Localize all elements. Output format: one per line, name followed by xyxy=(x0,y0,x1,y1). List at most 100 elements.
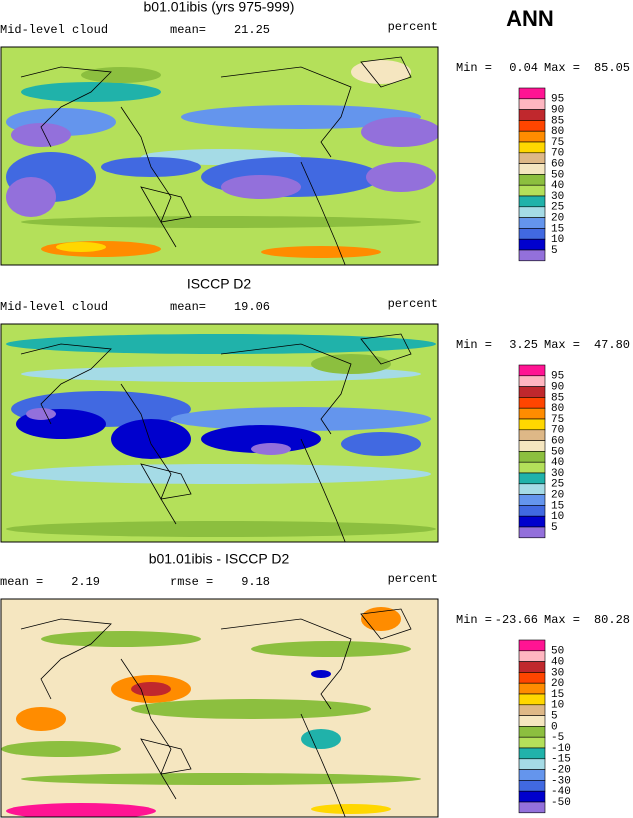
coastline xyxy=(360,56,412,88)
contour-region xyxy=(11,464,431,484)
colorbar-label: 50 xyxy=(551,169,564,181)
contour-region xyxy=(56,242,106,252)
contour-region xyxy=(311,804,391,814)
units-label: percent xyxy=(388,297,438,311)
min-value: 0.04 xyxy=(509,61,538,75)
colorbar-box xyxy=(518,472,546,485)
max-label: Max = xyxy=(544,61,580,75)
contour-region xyxy=(351,60,411,84)
coastline xyxy=(120,658,177,800)
coastline xyxy=(140,738,192,775)
colorbar-box xyxy=(518,418,546,431)
colorbar-box xyxy=(518,483,546,495)
colorbar-box xyxy=(518,494,546,506)
colorbar-label: 85 xyxy=(551,392,564,404)
colorbar-box xyxy=(518,397,546,409)
colorbar-label: 80 xyxy=(551,403,564,415)
coastline xyxy=(140,186,192,223)
coastline xyxy=(120,106,177,248)
colorbar-label: 10 xyxy=(551,700,564,712)
field-label: Mid-level cloud xyxy=(0,300,108,314)
colorbar-box xyxy=(518,163,546,175)
contour-region xyxy=(26,408,56,420)
coastline xyxy=(140,463,192,500)
coastline xyxy=(360,333,412,365)
colorbar-label: 70 xyxy=(551,148,564,160)
coastline xyxy=(220,343,352,435)
coastline xyxy=(120,383,177,525)
colorbar-label: 80 xyxy=(551,126,564,138)
colorbar-box xyxy=(518,375,546,387)
colorbar-box xyxy=(518,130,546,143)
colorbar-box xyxy=(518,228,546,240)
colorbar-box xyxy=(518,736,546,749)
colorbar-label: 15 xyxy=(551,689,564,701)
colorbar-box xyxy=(518,769,546,781)
colorbar-box xyxy=(518,109,546,121)
max-label: Max = xyxy=(544,338,580,352)
colorbar-box xyxy=(518,429,546,441)
colorbar-box xyxy=(518,195,546,208)
colorbar-label: 20 xyxy=(551,490,564,502)
colorbar-box xyxy=(518,801,546,814)
map-field xyxy=(1,324,438,542)
colorbar-label: 30 xyxy=(551,667,564,679)
contour-region xyxy=(1,741,121,757)
contour-region xyxy=(21,773,421,785)
colorbar-box xyxy=(518,87,546,100)
colorbar-label: 60 xyxy=(551,436,564,448)
colorbar-box xyxy=(518,98,546,110)
max-value: 80.28 xyxy=(594,613,630,627)
colorbar-label: 95 xyxy=(551,94,564,106)
contour-region xyxy=(251,443,291,455)
field-label: Mid-level cloud xyxy=(0,23,108,37)
colorbar-box xyxy=(518,650,546,662)
colorbar-box xyxy=(518,451,546,463)
colorbar-box xyxy=(518,515,546,528)
colorbar-label: 90 xyxy=(551,105,564,117)
colorbar-box xyxy=(518,505,546,517)
max-value: 85.05 xyxy=(594,61,630,75)
colorbar-box xyxy=(518,141,546,154)
contour-region xyxy=(21,216,421,228)
colorbar-box xyxy=(518,526,546,539)
contour-region xyxy=(41,631,201,647)
colorbar-box xyxy=(518,152,546,164)
min-value: -23.66 xyxy=(495,613,538,627)
stat-value: 21.25 xyxy=(234,23,270,37)
colorbar-box xyxy=(518,780,546,792)
colorbar-box xyxy=(518,407,546,420)
stat-label: rmse = xyxy=(170,575,213,589)
coastline xyxy=(360,608,412,640)
contour-region xyxy=(131,699,371,719)
colorbar-box xyxy=(518,184,546,197)
colorbar-label: 90 xyxy=(551,382,564,394)
panel-title: b01.01ibis (yrs 975-999) xyxy=(144,0,295,15)
colorbar-box xyxy=(518,461,546,474)
contour-region xyxy=(111,419,191,459)
contour-region xyxy=(221,175,301,199)
colorbar-box xyxy=(518,238,546,251)
colorbar-box xyxy=(518,386,546,398)
colorbar-label: 50 xyxy=(551,646,564,658)
colorbar-box xyxy=(518,120,546,132)
colorbar-label: 40 xyxy=(551,657,564,669)
colorbar-box xyxy=(518,726,546,738)
colorbar-label: -50 xyxy=(551,797,571,809)
colorbar-label: 70 xyxy=(551,425,564,437)
stat-value: 9.18 xyxy=(241,575,270,589)
contour-region xyxy=(81,67,161,83)
contour-region xyxy=(251,641,411,657)
contour-region xyxy=(6,177,56,217)
contour-region xyxy=(301,729,341,749)
colorbar-box xyxy=(518,693,546,706)
colorbar-label: 60 xyxy=(551,159,564,171)
max-value: 47.80 xyxy=(594,338,630,352)
colorbar-label: 5 xyxy=(551,711,558,723)
season-label: ANN xyxy=(506,6,554,31)
map-field xyxy=(1,599,438,817)
stat-value: 19.06 xyxy=(234,300,270,314)
stat-label: mean = xyxy=(0,575,43,589)
contour-region xyxy=(361,117,438,147)
colorbar-label: -20 xyxy=(551,765,571,777)
